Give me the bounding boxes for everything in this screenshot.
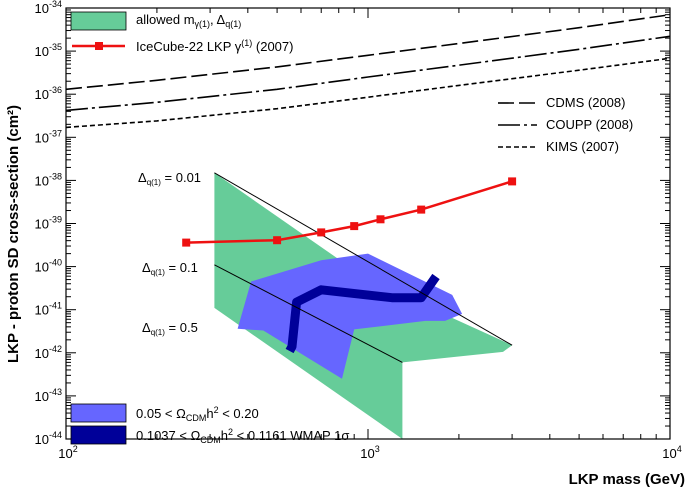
legend-bottom: 0.05 < ΩCDMh2 < 0.20 0.1037 < ΩCDMh2 < 0…	[70, 403, 349, 445]
legend-kims-label: KIMS (2007)	[546, 139, 619, 154]
legend-coupp-label: COUPP (2008)	[546, 117, 633, 132]
legend-right: CDMS (2008) COUPP (2008) KIMS (2007)	[498, 95, 633, 154]
annotation-delta-05: Δq(1) = 0.5	[142, 320, 198, 337]
legend-2sigma-swatch	[70, 403, 127, 423]
tick-labels: 102 103 104 10-34 10-35 10-36 10-37 10-38 10-39 1…	[35, 0, 682, 461]
legend-icecube-marker	[95, 42, 103, 50]
allowed-regions	[214, 172, 513, 439]
curve-cdms	[66, 13, 670, 91]
x-tick-label: 104	[662, 444, 681, 461]
legend-1sigma-swatch	[70, 425, 127, 445]
legend-cdms-label: CDMS (2008)	[546, 95, 625, 110]
exclusion-curves	[66, 13, 670, 129]
x-axis-title: LKP mass (GeV)	[569, 471, 685, 488]
icecube-point-2	[317, 228, 326, 237]
x-tick-label: 103	[360, 444, 379, 461]
curve-kims	[66, 57, 670, 129]
wmap-1sigma-band	[285, 273, 440, 354]
legend-top: allowed mγ(1), Δq(1) IceCube-22 LKP γ(1)…	[70, 11, 293, 54]
legend-allowed-swatch	[70, 11, 127, 31]
icecube-point-3	[350, 222, 359, 231]
icecube-point-0	[182, 238, 191, 247]
y-tick-label: 10-42	[35, 344, 62, 361]
curve-coupp	[66, 35, 670, 112]
annotation-delta-01: Δq(1) = 0.1	[142, 260, 198, 277]
icecube-series-group	[182, 177, 517, 247]
y-tick-label: 10-41	[35, 301, 62, 318]
legend-1sigma-label: 0.1037 < ΩCDMh2 < 0.1161 WMAP 1σ	[136, 427, 349, 445]
annotation-delta-001: Δq(1) = 0.01	[138, 170, 201, 187]
legend-2sigma-label: 0.05 < ΩCDMh2 < 0.20	[136, 405, 259, 423]
legend-icecube-label: IceCube-22 LKP γ(1) (2007)	[136, 38, 293, 54]
wmap-band-group	[285, 273, 440, 354]
boundary-line-1	[214, 264, 403, 363]
icecube-point-5	[417, 205, 426, 214]
x-tick-label: 102	[58, 444, 77, 461]
delta-annotations: Δq(1) = 0.01 Δq(1) = 0.1 Δq(1) = 0.5	[138, 170, 201, 337]
y-tick-label: 10-35	[35, 42, 62, 59]
y-tick-label: 10-44	[35, 430, 62, 447]
plot-frame	[65, 7, 671, 440]
y-tick-label: 10-39	[35, 215, 62, 232]
icecube-point-4	[376, 215, 385, 224]
boundary-lines	[214, 172, 513, 363]
icecube-point-1	[273, 236, 282, 245]
y-axis-title: LKP - proton SD cross-section (cm²)	[5, 105, 22, 363]
legend-allowed-label: allowed mγ(1), Δq(1)	[136, 12, 241, 29]
y-tick-label: 10-37	[35, 128, 62, 145]
icecube-point-6	[508, 177, 517, 186]
y-tick-label: 10-43	[35, 387, 62, 404]
y-tick-label: 10-38	[35, 171, 62, 188]
y-tick-label: 10-40	[35, 258, 62, 275]
boundary-line-0	[214, 172, 513, 346]
y-tick-label: 10-34	[35, 0, 62, 16]
y-tick-label: 10-36	[35, 85, 62, 102]
